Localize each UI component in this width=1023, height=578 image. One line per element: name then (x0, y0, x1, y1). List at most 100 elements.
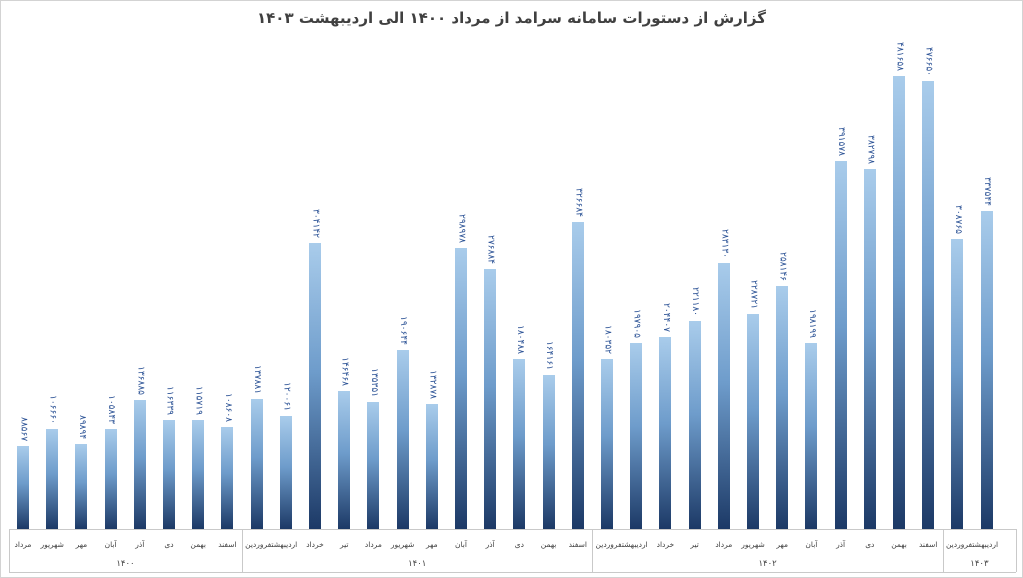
x-axis-month-label: اسفند (919, 540, 938, 549)
bar-value-label: ۳۹۱۵۷۸ (836, 126, 847, 156)
bar-value-label: ۱۸۰۳۵۲ (602, 325, 613, 355)
bar-۱۴۰۰-مهر (75, 444, 88, 529)
x-axis-month-label: خرداد (656, 540, 675, 549)
bar-۱۴۰۲-خرداد (659, 336, 672, 529)
bar-۱۴۰۲-بهمن (893, 75, 905, 529)
bar-value-label: ۱۶۴۱۶۱ (544, 340, 555, 370)
axis-separator-line (242, 529, 243, 572)
bar-value-label: ۱۳۲۸۷۸ (427, 369, 438, 399)
bar-value-label: ۲۷۶۸۸۴ (485, 234, 496, 264)
bar-۱۴۰۲-اسفند (922, 80, 935, 529)
x-axis-month-label: مهر (75, 540, 88, 549)
x-axis-month-label: اردیبهشتفروردین (595, 540, 648, 549)
x-axis-month-label: شهریور (40, 540, 64, 549)
x-axis-month-label: بهمن (540, 540, 557, 549)
bar-value-label: ۳۲۶۶۸۴ (573, 187, 584, 217)
bar-۱۴۰۱-اسفند (571, 221, 584, 529)
bar-۱۴۰۱-دی (513, 359, 526, 529)
bar-۱۴۰۲-دی (863, 168, 876, 529)
bar-۱۴۰۰-آذر (133, 400, 146, 529)
axis-separator-line (1016, 529, 1017, 572)
x-axis-month-label: مرداد (14, 540, 32, 549)
bar-value-label: ۲۲۸۷۲۱ (748, 279, 759, 309)
bar-value-label: ۱۱۶۳۳۹ (164, 385, 175, 415)
x-axis-line (9, 529, 1016, 530)
x-axis-month-label: بهمن (891, 540, 907, 549)
x-axis-month-label: تیر (339, 540, 349, 549)
x-axis-year-label: ۱۴۰۲ (758, 559, 777, 569)
bar-۱۴۰۰-دی (163, 419, 175, 529)
bar-value-label: ۱۱۵۷۱۹ (193, 386, 204, 416)
x-axis-month-label: تیر (690, 540, 699, 549)
x-axis-month-label: شهریور (390, 540, 415, 549)
x-axis-month-label: اسفند (218, 540, 237, 549)
x-axis-year-label: ۱۴۰۰ (116, 559, 135, 569)
bar-value-label: ۳۰۴۱۴۲ (310, 208, 321, 238)
bar-۱۴۰۰-مرداد (17, 445, 29, 529)
bar-۱۴۰۰-شهریور (46, 428, 59, 529)
axis-separator-line (592, 529, 594, 572)
bar-۱۴۰۰-بهمن (192, 420, 205, 529)
x-axis-month-label: آذر (836, 540, 846, 549)
x-axis-month-label: دی (514, 540, 524, 549)
bar-value-label: ۱۸۰۴۸۸ (514, 325, 525, 355)
chart-title: گزارش از دستورات سامانه سرامد از مرداد ۱… (257, 9, 766, 27)
x-axis-month-label: آبان (455, 540, 467, 549)
bar-value-label: ۴۸۱۶۵۸ (894, 41, 905, 71)
axis-separator-line (9, 529, 10, 572)
bar-۱۴۰۰-اسفند (221, 426, 234, 529)
bar-۱۴۰۱-شهریور (396, 349, 409, 529)
bar-value-label: ۲۰۴۴۰۷ (660, 302, 671, 332)
x-axis-month-label: شهریور (741, 540, 765, 549)
bar-۱۴۰۲-مهر (776, 286, 789, 529)
x-axis-month-label: آبان (805, 540, 818, 549)
bar-۱۴۰۱-مرداد (367, 401, 380, 529)
bar-۱۴۰۰-آبان (104, 429, 117, 529)
bar-value-label: ۴۷۶۶۵۰ (923, 46, 934, 76)
bar-۱۴۰۳-اردیبهشت (980, 211, 993, 529)
bar-۱۴۰۱-مهر (425, 403, 438, 529)
bar-value-label: ۸۹۸۹۴ (76, 415, 87, 440)
bar-value-label: ۱۹۰۶۴۴ (398, 315, 409, 345)
bar-۱۴۰۲-فروردین (601, 359, 613, 529)
bar-value-label: ۱۹۷۹۰۵ (631, 308, 642, 338)
bar-value-label: ۳۳۷۵۴۴ (982, 177, 993, 207)
bar-value-label: ۲۹۸۹۷۸ (456, 213, 467, 243)
x-axis-month-label: دی (865, 540, 875, 549)
bar-value-label: ۲۵۸۱۴۶ (777, 252, 788, 282)
bar-value-label: ۳۰۸۷۶۵ (952, 204, 963, 234)
bar-۱۴۰۱-آبان (455, 247, 467, 529)
bar-۱۴۰۱-آذر (484, 268, 497, 529)
x-axis-month-label: مرداد (364, 540, 382, 549)
bar-value-label: ۱۰۶۶۶۰ (47, 394, 58, 424)
x-axis-month-label: بهمن (190, 540, 206, 549)
bar-value-label: ۱۳۶۸۸۵ (135, 366, 146, 396)
bar-value-label: ۱۰۵۸۴۳ (106, 395, 117, 425)
x-axis-month-label: دی (164, 540, 174, 549)
x-axis-month-label: آذر (485, 540, 495, 549)
bar-۱۴۰۲-اردیبهشت (630, 342, 643, 529)
bar-۱۴۰۱-فروردین (250, 399, 263, 529)
x-axis-year-label: ۱۴۰۳ (970, 559, 989, 569)
bar-value-label: ۳۸۲۷۹۸ (865, 134, 876, 164)
bar-۱۴۰۲-آذر (834, 160, 847, 529)
bar-value-label: ۲۲۱۱۸۰ (690, 286, 701, 316)
bar-value-label: ۱۰۸۶۰۸ (222, 392, 233, 422)
x-axis-month-label: اردیبهشتفروردین (245, 540, 298, 549)
axis-bottom-line (9, 572, 1016, 573)
bar-value-label: ۲۸۳۱۳۰ (719, 228, 730, 258)
bar-۱۴۰۱-اردیبهشت (279, 416, 292, 529)
x-axis-month-label: مهر (776, 540, 788, 549)
bar-value-label: ۱۴۶۴۶۸ (339, 357, 350, 387)
bar-value-label: ۱۹۸۱۹۹ (806, 308, 817, 338)
bar-value-label: ۱۲۰۰۶۱ (281, 382, 292, 412)
bar-۱۴۰۱-تیر (338, 391, 351, 529)
bar-۱۴۰۲-شهریور (747, 313, 759, 529)
bar-۱۴۰۳-فروردین (951, 238, 964, 529)
x-axis-month-label: مهر (425, 540, 438, 549)
x-axis-month-label: خرداد (306, 540, 324, 549)
bar-۱۴۰۱-خرداد (309, 242, 321, 529)
x-axis-month-label: آذر (135, 540, 145, 549)
bar-value-label: ۸۸۵۶۷ (18, 416, 29, 441)
